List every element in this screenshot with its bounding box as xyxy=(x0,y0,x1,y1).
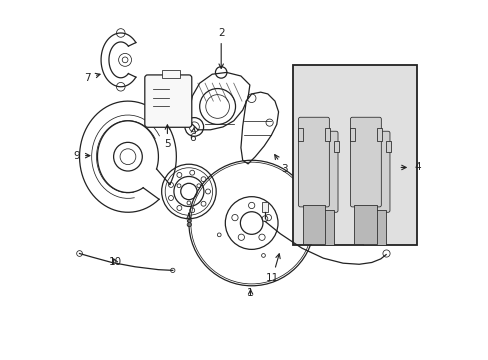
Text: 1: 1 xyxy=(247,288,253,298)
Text: 11: 11 xyxy=(265,254,280,283)
Bar xyxy=(310,211,333,245)
Bar xyxy=(358,141,363,152)
Bar xyxy=(292,65,416,244)
FancyBboxPatch shape xyxy=(298,117,329,207)
Text: 7: 7 xyxy=(84,73,100,83)
FancyBboxPatch shape xyxy=(358,131,389,212)
Text: 6: 6 xyxy=(189,127,195,143)
Text: 9: 9 xyxy=(73,150,90,161)
Bar xyxy=(325,128,329,140)
Bar xyxy=(162,70,180,78)
Bar xyxy=(333,141,338,152)
Bar xyxy=(349,128,354,140)
FancyBboxPatch shape xyxy=(350,117,381,207)
Bar xyxy=(306,141,311,152)
Bar xyxy=(363,211,385,245)
Text: 2: 2 xyxy=(218,28,224,68)
Text: 5: 5 xyxy=(164,125,170,149)
Bar xyxy=(385,141,390,152)
FancyBboxPatch shape xyxy=(306,131,337,212)
FancyBboxPatch shape xyxy=(144,75,191,127)
Bar xyxy=(302,205,325,244)
Bar xyxy=(376,128,381,140)
Bar xyxy=(261,202,267,212)
Text: 4: 4 xyxy=(414,162,420,172)
Text: 10: 10 xyxy=(109,257,122,267)
Text: 3: 3 xyxy=(274,155,287,174)
Bar xyxy=(354,205,377,244)
Text: 8: 8 xyxy=(185,213,192,229)
Bar xyxy=(297,128,302,140)
